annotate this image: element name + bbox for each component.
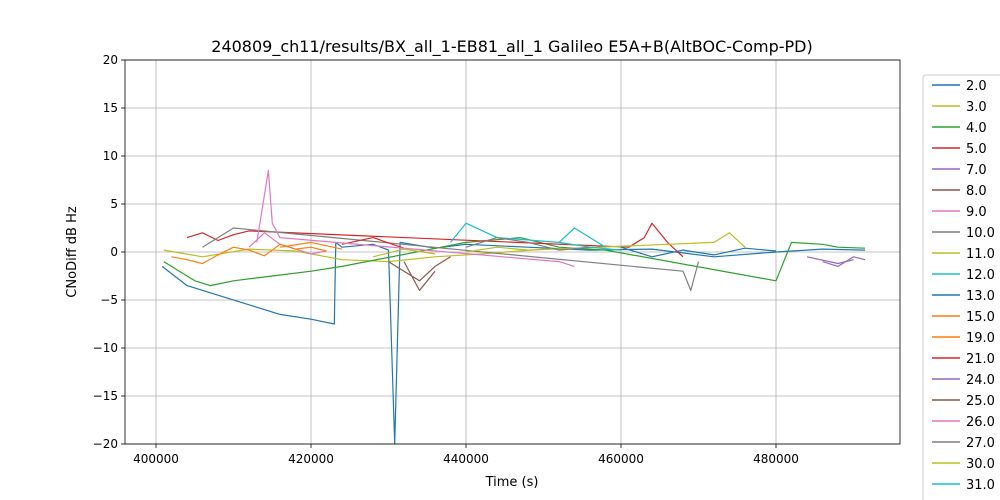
y-tick-label: −15 bbox=[93, 389, 118, 403]
x-tick-label: 440000 bbox=[443, 452, 489, 466]
y-tick-label: 5 bbox=[110, 197, 118, 211]
series-line-27-0 bbox=[465, 237, 591, 251]
series-line-19-0 bbox=[279, 241, 343, 250]
series-line-12-0 bbox=[450, 222, 622, 251]
series-group bbox=[161, 169, 866, 445]
legend-entry: 13.0 bbox=[966, 289, 995, 304]
series-line-2-0 bbox=[161, 241, 866, 445]
legend-entry: 5.0 bbox=[966, 142, 987, 157]
legend-entry: 10.0 bbox=[966, 226, 995, 241]
legend-entry: 3.0 bbox=[966, 100, 987, 115]
legend-entry: 21.0 bbox=[966, 352, 995, 367]
y-tick-label: 20 bbox=[103, 53, 118, 67]
x-tick-label: 460000 bbox=[598, 452, 644, 466]
legend-entry: 24.0 bbox=[966, 373, 995, 388]
legend-entry: 19.0 bbox=[966, 331, 995, 346]
series-line-30-0 bbox=[372, 248, 436, 258]
ticks: 400000 420000 440000 460000 480000 −20 −15 −10 −… bbox=[93, 53, 799, 466]
series-line-11-0 bbox=[465, 232, 746, 253]
legend-entry: 30.0 bbox=[966, 457, 995, 472]
legend-entry: 8.0 bbox=[966, 184, 987, 199]
legend-entry: 2.0 bbox=[966, 79, 987, 94]
series-line-5-0 bbox=[186, 222, 684, 258]
x-tick-label: 420000 bbox=[288, 452, 334, 466]
legend-entry: 11.0 bbox=[966, 247, 995, 262]
series-line-26-0 bbox=[256, 169, 575, 267]
series-line-15-0 bbox=[171, 243, 327, 265]
series-line-31-0 bbox=[558, 227, 606, 248]
legend-entry: 31.0 bbox=[966, 478, 995, 493]
series-line-21-0 bbox=[341, 237, 405, 249]
legend-entry: 25.0 bbox=[966, 394, 995, 409]
chart-title: 240809_ch11/results/BX_all_1-EB81_all_1 … bbox=[211, 37, 812, 57]
legend-entry: 4.0 bbox=[966, 121, 987, 136]
legend-entry: 26.0 bbox=[966, 415, 995, 430]
legend-entry: 12.0 bbox=[966, 268, 995, 283]
y-axis-label: CNoDiff dB Hz bbox=[65, 206, 80, 298]
legend-entry: 9.0 bbox=[966, 205, 987, 220]
series-line-4-0 bbox=[163, 237, 866, 287]
legend-box bbox=[922, 74, 1000, 500]
legend-entry: 7.0 bbox=[966, 163, 987, 178]
legend-entry: 27.0 bbox=[966, 436, 995, 451]
legend: 2.0 3.0 4.0 5.0 7.0 8.0 9.0 10.0 11.0 12.0 13.0 15.… bbox=[922, 74, 1000, 500]
legend-entry: 15.0 bbox=[966, 310, 995, 325]
y-tick-label: 0 bbox=[110, 245, 118, 259]
series-line-8-0 bbox=[388, 256, 451, 282]
y-tick-label: 10 bbox=[103, 149, 118, 163]
y-tick-label: −10 bbox=[93, 341, 118, 355]
x-tick-label: 480000 bbox=[753, 452, 799, 466]
x-axis-label: Time (s) bbox=[485, 475, 539, 490]
x-tick-label: 400000 bbox=[133, 452, 179, 466]
series-line-25-0 bbox=[403, 261, 436, 291]
series-line-10-0 bbox=[202, 227, 700, 291]
series-line-24-0 bbox=[806, 256, 854, 265]
y-tick-label: 15 bbox=[103, 101, 118, 115]
series-line-13-0 bbox=[620, 246, 777, 258]
y-tick-label: −5 bbox=[100, 293, 118, 307]
y-tick-label: −20 bbox=[93, 437, 118, 451]
